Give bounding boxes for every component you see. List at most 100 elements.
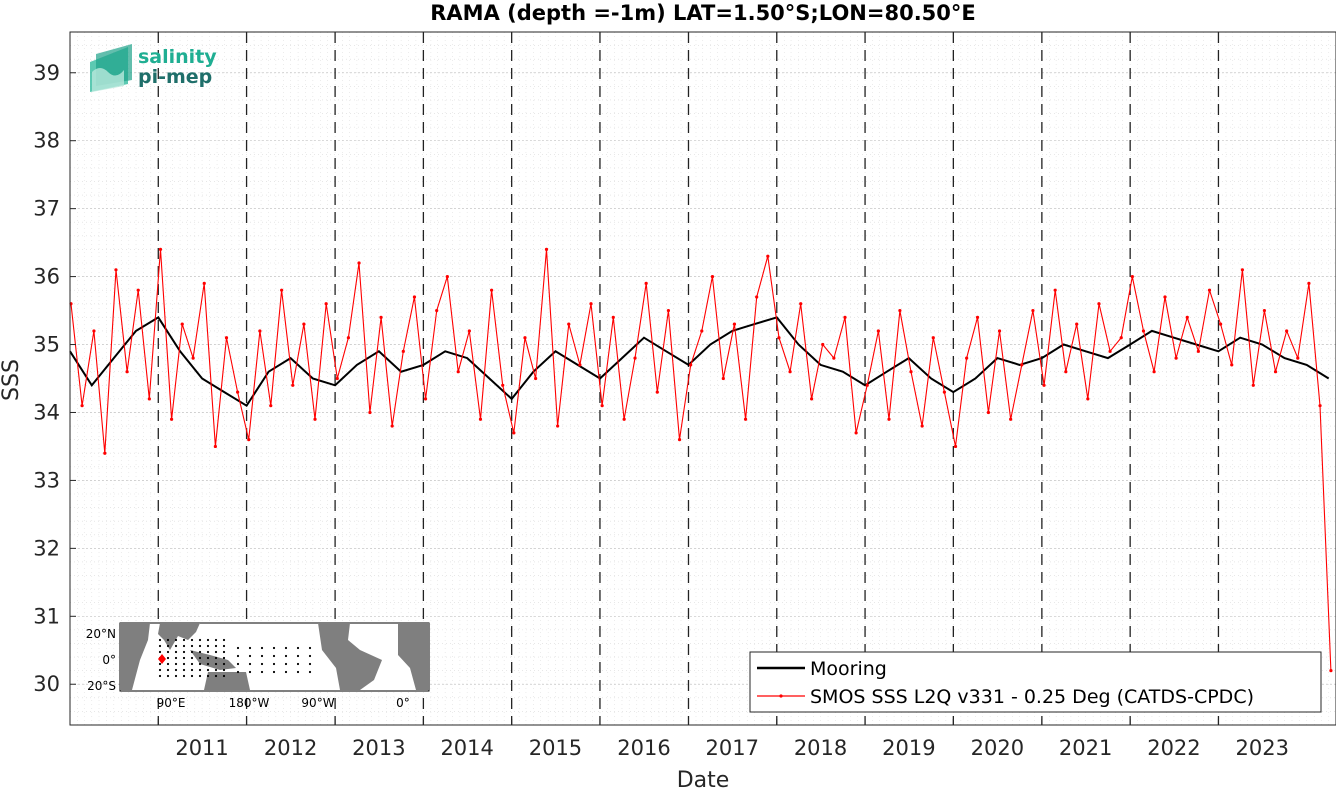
inset-mooring-dot <box>190 674 194 678</box>
series-smos-point <box>1075 322 1079 326</box>
series-smos-point <box>953 444 958 449</box>
series-smos-point <box>423 397 428 401</box>
series-smos-point <box>103 451 107 455</box>
series-smos-point <box>578 363 582 367</box>
inset-mooring-dot <box>206 644 210 648</box>
series-smos-point <box>965 356 969 360</box>
inset-mooring-dot <box>174 656 178 660</box>
series-smos-point <box>766 254 770 258</box>
series-smos-point <box>401 349 405 353</box>
plot-frame <box>69 31 1336 726</box>
series-smos-point <box>622 417 626 421</box>
inset-mooring-dot <box>248 646 252 650</box>
inset-mooring-dot <box>166 674 170 678</box>
inset-mooring-dot <box>198 638 202 642</box>
series-smos-point <box>1318 404 1322 408</box>
series-smos-point <box>435 308 439 313</box>
series-smos-point <box>191 356 195 360</box>
series-smos-point <box>335 376 339 381</box>
series-smos-point <box>644 281 648 285</box>
inset-mooring-dot <box>214 656 218 660</box>
series-smos-point <box>478 417 483 421</box>
series-smos-point <box>1031 308 1035 313</box>
logo-line2: pi-mep <box>138 66 212 88</box>
inset-mooring-dot <box>272 662 276 666</box>
inset-mooring-dot <box>190 656 194 660</box>
series-smos-point <box>1086 397 1090 401</box>
series-smos-point <box>931 336 935 340</box>
inset-map-americas-land <box>318 623 382 690</box>
x-axis-ticks: 2011 2012 2013 2014 2015 2016 2017 2018 2019 2020… <box>157 719 1289 760</box>
inset-mooring-dot <box>158 644 162 648</box>
inset-mooring-dot <box>166 662 170 666</box>
y-tick-label: 30 <box>33 672 60 696</box>
inset-mooring-dot <box>296 670 300 674</box>
x-axis-label: Date <box>677 768 730 790</box>
inset-mooring-dot <box>182 662 186 666</box>
series-smos-point <box>1042 383 1046 387</box>
inset-mooring-dot <box>158 662 162 666</box>
series-smos-point <box>942 390 946 394</box>
series-smos-point <box>700 329 704 333</box>
inset-map-west-africa-land <box>398 623 429 690</box>
series-smos-point <box>1196 349 1200 353</box>
inset-mooring-dot <box>190 662 194 666</box>
inset-mooring-dot <box>174 638 178 642</box>
series-smos-point <box>898 308 902 313</box>
series-smos-point <box>291 383 295 387</box>
series-smos-point <box>1152 370 1156 374</box>
series-smos-point <box>810 397 814 401</box>
series-smos-point <box>247 438 251 442</box>
series-smos-point <box>302 322 306 326</box>
inset-mooring-dot <box>296 662 300 666</box>
series-smos-point <box>1097 302 1101 306</box>
inset-mooring-dot <box>248 670 252 674</box>
series-smos-point <box>1163 295 1167 299</box>
series-smos-point <box>1262 308 1267 313</box>
y-tick-label: 36 <box>33 265 60 289</box>
series-smos-point <box>169 417 174 421</box>
series-smos-point <box>732 322 737 326</box>
series-smos-point <box>909 370 913 374</box>
inset-mooring-dot <box>190 650 194 654</box>
series-smos-point <box>655 390 659 394</box>
series-smos-point <box>721 376 725 381</box>
series-smos-point <box>269 404 273 408</box>
logo-line1: salinity <box>138 46 217 68</box>
series-smos-point <box>997 329 1002 333</box>
y-tick-label: 32 <box>33 536 60 560</box>
inset-mooring-dot <box>214 662 218 666</box>
inset-mooring-dot <box>174 674 178 678</box>
series-smos-point <box>600 404 604 408</box>
x-tick-label: 2015 <box>529 736 582 760</box>
inset-mooring-dot <box>198 668 202 672</box>
series-smos-point <box>412 295 417 299</box>
series-smos-point <box>534 376 538 381</box>
inset-mooring-dot <box>272 654 276 658</box>
series-smos-point <box>125 370 129 374</box>
series-smos-point <box>1141 329 1146 333</box>
series-smos-point <box>821 342 825 347</box>
inset-mooring-dot <box>260 654 264 658</box>
series-smos-point <box>1207 288 1212 292</box>
legend-box <box>749 651 1322 713</box>
y-tick-label: 31 <box>33 604 60 628</box>
series-smos-point <box>368 410 372 415</box>
inset-mooring-dot <box>166 656 170 660</box>
inset-mooring-dot <box>272 646 276 650</box>
series-smos-point <box>489 288 494 292</box>
series-smos-point <box>467 329 471 333</box>
inset-map-asia-land <box>158 623 200 650</box>
series-smos-point <box>975 315 980 319</box>
inset-mooring-dot <box>174 668 178 672</box>
y-tick-label: 33 <box>33 468 60 492</box>
inset-map-indonesia-land <box>190 650 236 670</box>
x-tick-label: 2016 <box>617 736 670 760</box>
inset-mooring-dot <box>190 668 194 672</box>
inset-lon-90e: 90°E <box>157 696 186 710</box>
inset-mooring-dot <box>174 662 178 666</box>
series-smos-point <box>1219 322 1223 326</box>
series-smos-point <box>920 424 924 428</box>
x-tick-label: 2018 <box>794 736 847 760</box>
inset-mooring-dot <box>214 644 218 648</box>
